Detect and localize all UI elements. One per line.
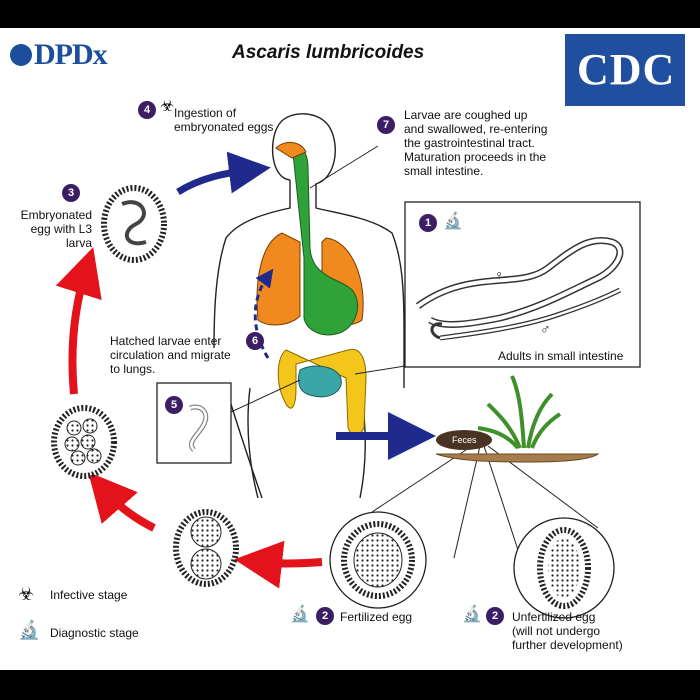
- egg-embryonated-larva: [121, 200, 147, 246]
- arrow-morula-to-embryonated: [55, 247, 102, 395]
- step-2-fertilized-label: Fertilized egg: [340, 610, 413, 624]
- arrow-cleavage-to-morula: [88, 471, 156, 532]
- male-worm-fill: [439, 288, 621, 340]
- step-6-label: Hatched larvae enter circulation and mig…: [110, 334, 231, 376]
- cdc-logo-text: CDC: [577, 45, 676, 94]
- step-3-label: Embryonated egg with L3 larva: [20, 208, 92, 250]
- biohazard-icon: ☣: [160, 98, 175, 115]
- larva-box: [156, 382, 232, 464]
- arrow-fertilized-to-cleavage: [234, 540, 323, 589]
- female-symbol: ♀: [494, 267, 505, 283]
- grass: [477, 375, 562, 450]
- step-7-badge: 7: [377, 116, 395, 134]
- step-4-badge: 4: [138, 101, 156, 119]
- egg-morula-cells: [64, 418, 102, 466]
- legend-infective-icon: ☣: [18, 584, 35, 604]
- step-7-label: Larvae are coughed up and swallowed, re-…: [404, 108, 548, 178]
- arrow-ingestion: [176, 151, 271, 195]
- soil: [435, 453, 600, 463]
- microscope-icon: 🔬: [462, 606, 482, 623]
- adults-label: Adults in small intestine: [498, 349, 624, 363]
- step-5-badge: 5: [165, 396, 183, 414]
- mouth-cavity: [275, 142, 307, 159]
- fertilized-egg-content: [353, 532, 403, 588]
- step-2-unfertilized-badge: 2: [486, 607, 504, 625]
- egg-two-cell-upper: [190, 516, 222, 548]
- dpdx-logo-text: DPDx: [34, 38, 108, 71]
- microscope-icon: 🔬: [443, 213, 463, 230]
- arrow-migration-to-lungs: [253, 268, 274, 359]
- cdc-logo: CDC: [565, 34, 685, 106]
- step-2-unfertilized-label: Unfertilized egg (will not undergo furth…: [512, 610, 623, 652]
- illustration: ♀ ♂ Feces Adults in small intestine: [51, 113, 641, 619]
- diagram-title: Ascaris lumbricoides: [232, 42, 425, 63]
- larva-inner: [189, 405, 207, 451]
- legend-diagnostic-icon: 🔬: [18, 620, 41, 640]
- adults-box: [404, 201, 641, 368]
- life-cycle-diagram: DPDx Ascaris lumbricoides CDC: [0, 28, 700, 670]
- legend-diagnostic-label: Diagnostic stage: [50, 626, 139, 640]
- male-symbol: ♂: [540, 321, 551, 337]
- female-worm-fill: [416, 238, 622, 327]
- unfertilized-egg-content: [548, 538, 580, 598]
- feces-label: Feces: [452, 435, 477, 445]
- step-1-badge: 1: [419, 214, 437, 232]
- male-worm-tail: [430, 322, 443, 340]
- legend-infective-label: Infective stage: [50, 588, 128, 602]
- step-6-badge: 6: [246, 332, 264, 350]
- microscope-icon: 🔬: [290, 606, 310, 623]
- dpdx-logo-mark-icon: [10, 44, 32, 66]
- egg-two-cell-lower: [190, 548, 222, 580]
- feces-pile: [436, 430, 492, 450]
- step-2-fertilized-badge: 2: [316, 607, 334, 625]
- small-intestine: [298, 365, 342, 398]
- esophagus-stomach: [291, 143, 359, 336]
- step-4-label: Ingestion of embryonated eggs: [174, 106, 274, 134]
- step-3-badge: 3: [62, 184, 80, 202]
